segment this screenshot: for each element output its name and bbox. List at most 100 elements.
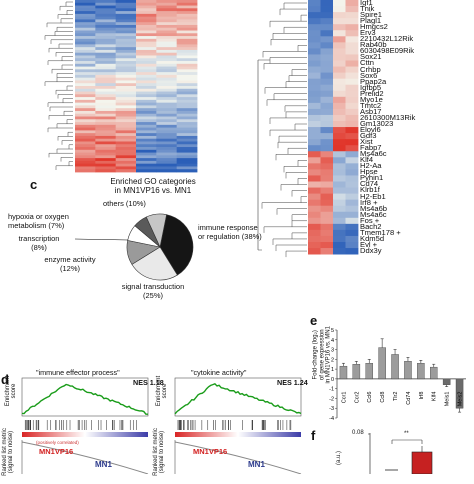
heatmap-left-cell (95, 55, 117, 59)
heatmap-left-cell (136, 166, 157, 170)
heatmap-left-cell (75, 13, 96, 18)
gene-label: Sox6 (360, 70, 378, 80)
heatmap-left-cell (136, 47, 157, 51)
panel-f-significance: ** (404, 431, 409, 437)
heatmap-left-cell (136, 141, 157, 145)
bar-y-tick-label: 5 (331, 328, 334, 334)
dendrogram-right-branch (273, 93, 307, 100)
heatmap-right-cell (333, 102, 346, 110)
bar-y-tick-label: 0 (331, 377, 334, 383)
heatmap-left-cell (115, 113, 137, 117)
gene-label: Ms4a6c (360, 149, 387, 159)
dendrogram-left (44, 1, 73, 170)
gene-label: Tmem178 + (360, 227, 401, 237)
bar-klf4 (430, 366, 438, 380)
heatmap-left-cell (115, 155, 137, 159)
dendrogram-left-branch (48, 47, 73, 53)
go-label-signal: signal transduction (25%) (108, 282, 198, 300)
heatmap-left-cell (115, 5, 137, 9)
heatmap-left-cell (95, 122, 117, 126)
dendrogram-right-branch (261, 202, 307, 209)
heatmap-left-cell (95, 110, 117, 115)
heatmap-left-cell (156, 163, 178, 167)
heatmap-left-cell (136, 49, 157, 54)
gene-label: Ddx3y (360, 245, 382, 255)
heatmap-right-cell (308, 248, 321, 255)
dendrogram-right-branch (279, 8, 307, 16)
heatmap-left-cell (95, 63, 117, 67)
heatmap-right-cell (333, 18, 346, 25)
heatmap-left-cell (156, 91, 178, 95)
heatmap-right-cell (333, 78, 346, 86)
heatmap-right-cell (308, 145, 321, 152)
heatmap-left-cell (176, 80, 198, 84)
heatmap-left-cell (115, 83, 137, 87)
heatmap-left-cell (95, 124, 117, 129)
heatmap-left-cell (176, 169, 198, 173)
heatmap-left-cell (95, 163, 117, 167)
heatmap-left-cell (156, 49, 178, 54)
heatmap-left-cell (115, 130, 137, 134)
dendrogram-left-branch (56, 73, 73, 78)
heatmap-left-cell (75, 63, 96, 67)
go-label-transcription-2: (8%) (31, 242, 47, 252)
heatmap-right-cell (345, 108, 359, 116)
heatmap-left-cell (75, 86, 96, 90)
heatmap-left-cell (176, 74, 198, 79)
heatmap-right-cell (308, 242, 321, 249)
heatmap-left-cell (156, 61, 178, 65)
heatmap-left-cell (156, 124, 178, 129)
heatmap-right-cell (320, 235, 334, 243)
heatmap-right-cell (308, 175, 321, 182)
dendrogram-left-branch (56, 26, 73, 32)
heatmap-left-cell (95, 74, 117, 79)
heatmap-left-cell (176, 138, 198, 142)
heatmap-left-cell (176, 88, 198, 92)
gene-label: Hpse (360, 167, 378, 177)
bar-category-label: Meis2 (458, 392, 464, 407)
dendrogram-right-branch (285, 81, 307, 88)
heatmap-left-cell (156, 158, 178, 162)
heatmap-left-cell (136, 66, 157, 70)
heatmap-left-cell (136, 74, 157, 79)
heatmap-left-cell (136, 22, 157, 26)
heatmap-left-cell (156, 94, 178, 98)
heatmap-left-cell (176, 141, 198, 145)
gene-label: Cd74 (360, 179, 379, 189)
heatmap-right-cell (345, 217, 359, 225)
heatmap-right-cell (320, 42, 334, 49)
dendrogram-left-branch (67, 131, 73, 137)
heatmap-right-cell (333, 151, 346, 158)
dendrogram-right-branch (272, 238, 307, 245)
gsea-title-2: "cytokine activity" (191, 368, 247, 377)
heatmap-left-cell (136, 16, 157, 20)
heatmap-left-cell (176, 33, 198, 37)
dendrogram-right-branch (277, 141, 307, 149)
gene-label: Elovl6 (360, 124, 381, 134)
heatmap-left-cell (75, 88, 96, 92)
heatmap-left-cell (115, 8, 137, 12)
heatmap-right-cell (333, 133, 346, 140)
heatmap-left-cell (115, 133, 137, 137)
heatmap-left-cell (176, 160, 198, 165)
heatmap-right-cell (345, 90, 359, 98)
heatmap-right-cell (308, 114, 321, 122)
heatmap-left-cell (75, 155, 96, 159)
heatmap-right-cell (308, 36, 321, 43)
heatmap-left-cell (95, 16, 117, 20)
heatmap-left-cell (176, 58, 198, 62)
dendrogram-right-branch (300, 14, 307, 22)
gsea-pos-label-2: MN1VP16 (193, 447, 228, 456)
heatmap-right-cell (345, 114, 359, 122)
heatmap-right-cell (308, 157, 321, 164)
heatmap-right-cell (333, 96, 346, 104)
heatmap-right-cell (308, 199, 321, 207)
heatmap-left-cell (156, 86, 178, 90)
dendrogram-left-branch (66, 10, 73, 15)
bar-category-label: Ccl8 (380, 392, 386, 403)
heatmap-right-cell (320, 0, 334, 7)
heatmap-left-cell (136, 61, 157, 65)
heatmap-left-cell (115, 124, 137, 129)
gene-label: H2-Eb1 (360, 191, 386, 201)
heatmap-right-cell (308, 24, 321, 31)
